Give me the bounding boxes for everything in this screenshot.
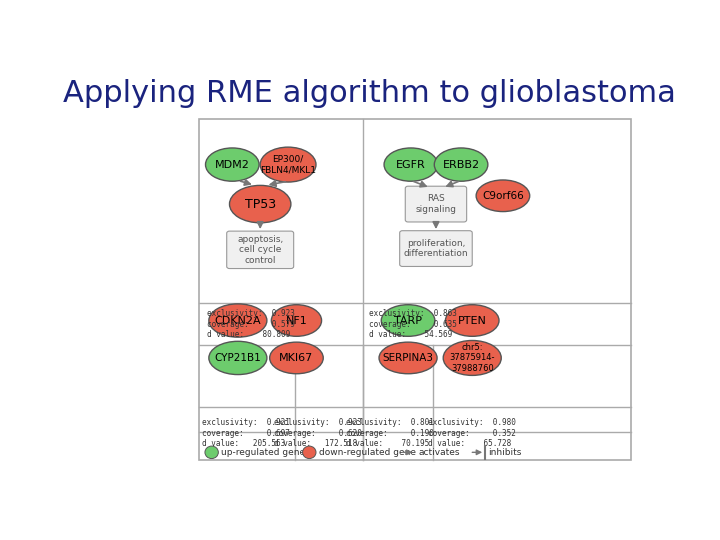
Text: apoptosis,
cell cycle
control: apoptosis, cell cycle control: [237, 235, 283, 265]
FancyBboxPatch shape: [400, 231, 472, 266]
Text: exclusivity:  0.863
coverage:     0.635
d value:    54.569: exclusivity: 0.863 coverage: 0.635 d val…: [369, 309, 457, 339]
Text: SERPINA3: SERPINA3: [382, 353, 433, 363]
Text: EGFR: EGFR: [396, 160, 426, 170]
Ellipse shape: [476, 180, 530, 212]
Ellipse shape: [205, 148, 259, 181]
Text: exclusivity:  0.801
coverage:     0.190
d value:    70.195: exclusivity: 0.801 coverage: 0.190 d val…: [346, 418, 433, 448]
Ellipse shape: [379, 342, 437, 374]
Text: exclusivity:  0.921
coverage:     0.697
d value:   205.563: exclusivity: 0.921 coverage: 0.697 d val…: [202, 418, 289, 448]
FancyBboxPatch shape: [199, 119, 631, 460]
Ellipse shape: [260, 147, 316, 182]
Text: chr5:
37875914-
37988760: chr5: 37875914- 37988760: [449, 343, 495, 373]
FancyBboxPatch shape: [405, 186, 467, 222]
Text: up-regulated gene: up-regulated gene: [221, 448, 305, 457]
Text: MKI67: MKI67: [279, 353, 314, 363]
Text: C9orf66: C9orf66: [482, 191, 523, 201]
Ellipse shape: [205, 446, 218, 458]
Ellipse shape: [230, 185, 291, 223]
Text: exclusivity:  0.980
coverage:     0.352
d value:    65.728: exclusivity: 0.980 coverage: 0.352 d val…: [428, 418, 516, 448]
Text: ERBB2: ERBB2: [443, 160, 480, 170]
Text: MDM2: MDM2: [215, 160, 250, 170]
Text: CDKN2A: CDKN2A: [215, 315, 261, 326]
Ellipse shape: [209, 341, 267, 375]
Text: CYP21B1: CYP21B1: [215, 353, 261, 363]
Text: NF1: NF1: [286, 315, 307, 326]
Ellipse shape: [434, 148, 488, 181]
Text: PTEN: PTEN: [458, 315, 487, 326]
Text: Applying RME algorithm to glioblastoma: Applying RME algorithm to glioblastoma: [63, 79, 675, 109]
Text: activates: activates: [418, 448, 459, 457]
Ellipse shape: [444, 341, 501, 375]
Ellipse shape: [271, 305, 322, 336]
Ellipse shape: [446, 305, 499, 336]
Ellipse shape: [382, 305, 435, 336]
Text: down-regulated gene: down-regulated gene: [319, 448, 415, 457]
Ellipse shape: [270, 342, 323, 374]
Ellipse shape: [384, 148, 438, 181]
Text: exclusivity:  0.923
coverage:     0.620
d value:   172.518: exclusivity: 0.923 coverage: 0.620 d val…: [274, 418, 362, 448]
FancyBboxPatch shape: [227, 231, 294, 268]
Text: proliferation,
differentiation: proliferation, differentiation: [404, 239, 468, 258]
Ellipse shape: [209, 304, 267, 337]
Ellipse shape: [302, 446, 316, 458]
Text: TP53: TP53: [245, 198, 276, 211]
Text: EP300/
FBLN4/MKL1: EP300/ FBLN4/MKL1: [260, 155, 316, 174]
Text: inhibits: inhibits: [488, 448, 521, 457]
Text: exclusivity:  0.923
coverage:     0.579
d value:    80.809: exclusivity: 0.923 coverage: 0.579 d val…: [207, 309, 295, 339]
Text: TARP: TARP: [394, 315, 422, 326]
Text: RAS
signaling: RAS signaling: [415, 194, 456, 214]
